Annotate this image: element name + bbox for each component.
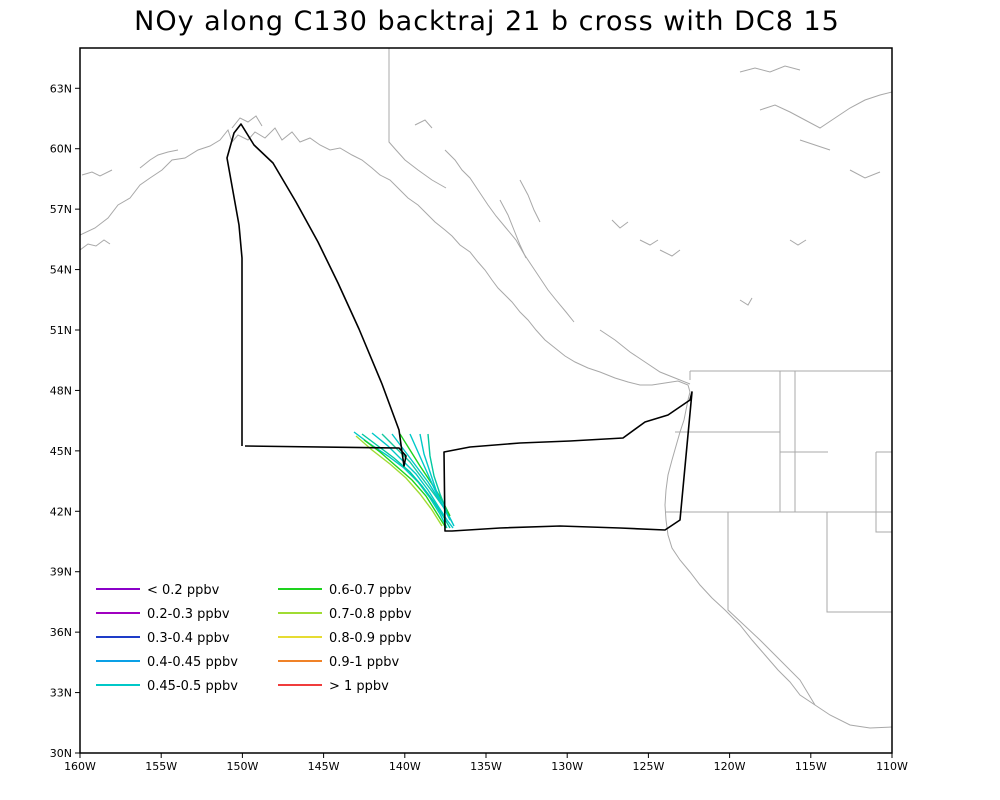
map-plot-area: 160W 155W 150W 145W 140W 135W 130W 125W 120W 115W… [50, 47, 908, 773]
legend-label: 0.9-1 ppbv [329, 655, 400, 670]
y-tick-label: 54N [50, 264, 72, 277]
y-tick-label: 33N [50, 687, 72, 700]
plot-frame [79, 47, 893, 754]
x-tick-label: 155W [145, 760, 177, 773]
y-tick-label: 42N [50, 505, 72, 518]
y-tick-label: 51N [50, 324, 72, 337]
map-title: NOy along C130 backtraj 21 b cross with … [134, 6, 840, 37]
y-tick-label: 36N [50, 626, 72, 639]
legend-entry: > 1 ppbv [278, 679, 389, 694]
political-borders [388, 48, 892, 706]
x-tick-label: 130W [551, 760, 583, 773]
x-axis: 160W 155W 150W 145W 140W 135W 130W 125W 120W 115W… [64, 753, 908, 773]
legend-entry: 0.8-0.9 ppbv [278, 631, 412, 646]
legend-label: < 0.2 ppbv [147, 583, 220, 598]
legend: < 0.2 ppbv 0.2-0.3 ppbv 0.3-0.4 ppbv 0.4-0.… [96, 583, 412, 694]
x-tick-label: 110W [876, 760, 908, 773]
legend-entry: < 0.2 ppbv [96, 583, 220, 598]
x-tick-label: 125W [632, 760, 664, 773]
x-tick-label: 140W [389, 760, 421, 773]
y-tick-label: 60N [50, 143, 72, 156]
legend-label: 0.6-0.7 ppbv [329, 583, 412, 598]
legend-entry: 0.4-0.45 ppbv [96, 655, 238, 670]
y-tick-label: 45N [50, 445, 72, 458]
x-tick-label: 135W [470, 760, 502, 773]
legend-entry: 0.7-0.8 ppbv [278, 607, 412, 622]
x-tick-label: 150W [226, 760, 258, 773]
legend-entry: 0.3-0.4 ppbv [96, 631, 230, 646]
legend-label: > 1 ppbv [329, 679, 389, 694]
legend-label: 0.45-0.5 ppbv [147, 679, 238, 694]
legend-label: 0.3-0.4 ppbv [147, 631, 230, 646]
y-tick-label: 48N [50, 384, 72, 397]
y-tick-label: 30N [50, 747, 72, 760]
legend-label: 0.2-0.3 ppbv [147, 607, 230, 622]
y-tick-label: 39N [50, 566, 72, 579]
trajectory-lines [353, 431, 455, 529]
legend-entry: 0.6-0.7 ppbv [278, 583, 412, 598]
y-tick-label: 63N [50, 82, 72, 95]
x-tick-label: 115W [795, 760, 827, 773]
x-tick-label: 120W [714, 760, 746, 773]
flight-track [226, 123, 693, 532]
legend-label: 0.7-0.8 ppbv [329, 607, 412, 622]
y-axis: 30N 33N 36N 39N 42N 45N 48N 51N 54N 57N 60N 63N [50, 82, 80, 760]
y-tick-label: 57N [50, 203, 72, 216]
legend-entry: 0.2-0.3 ppbv [96, 607, 230, 622]
legend-label: 0.4-0.45 ppbv [147, 655, 238, 670]
x-tick-label: 160W [64, 760, 96, 773]
coastlines [80, 65, 892, 729]
legend-label: 0.8-0.9 ppbv [329, 631, 412, 646]
x-tick-label: 145W [308, 760, 340, 773]
legend-entry: 0.9-1 ppbv [278, 655, 400, 670]
legend-entry: 0.45-0.5 ppbv [96, 679, 238, 694]
